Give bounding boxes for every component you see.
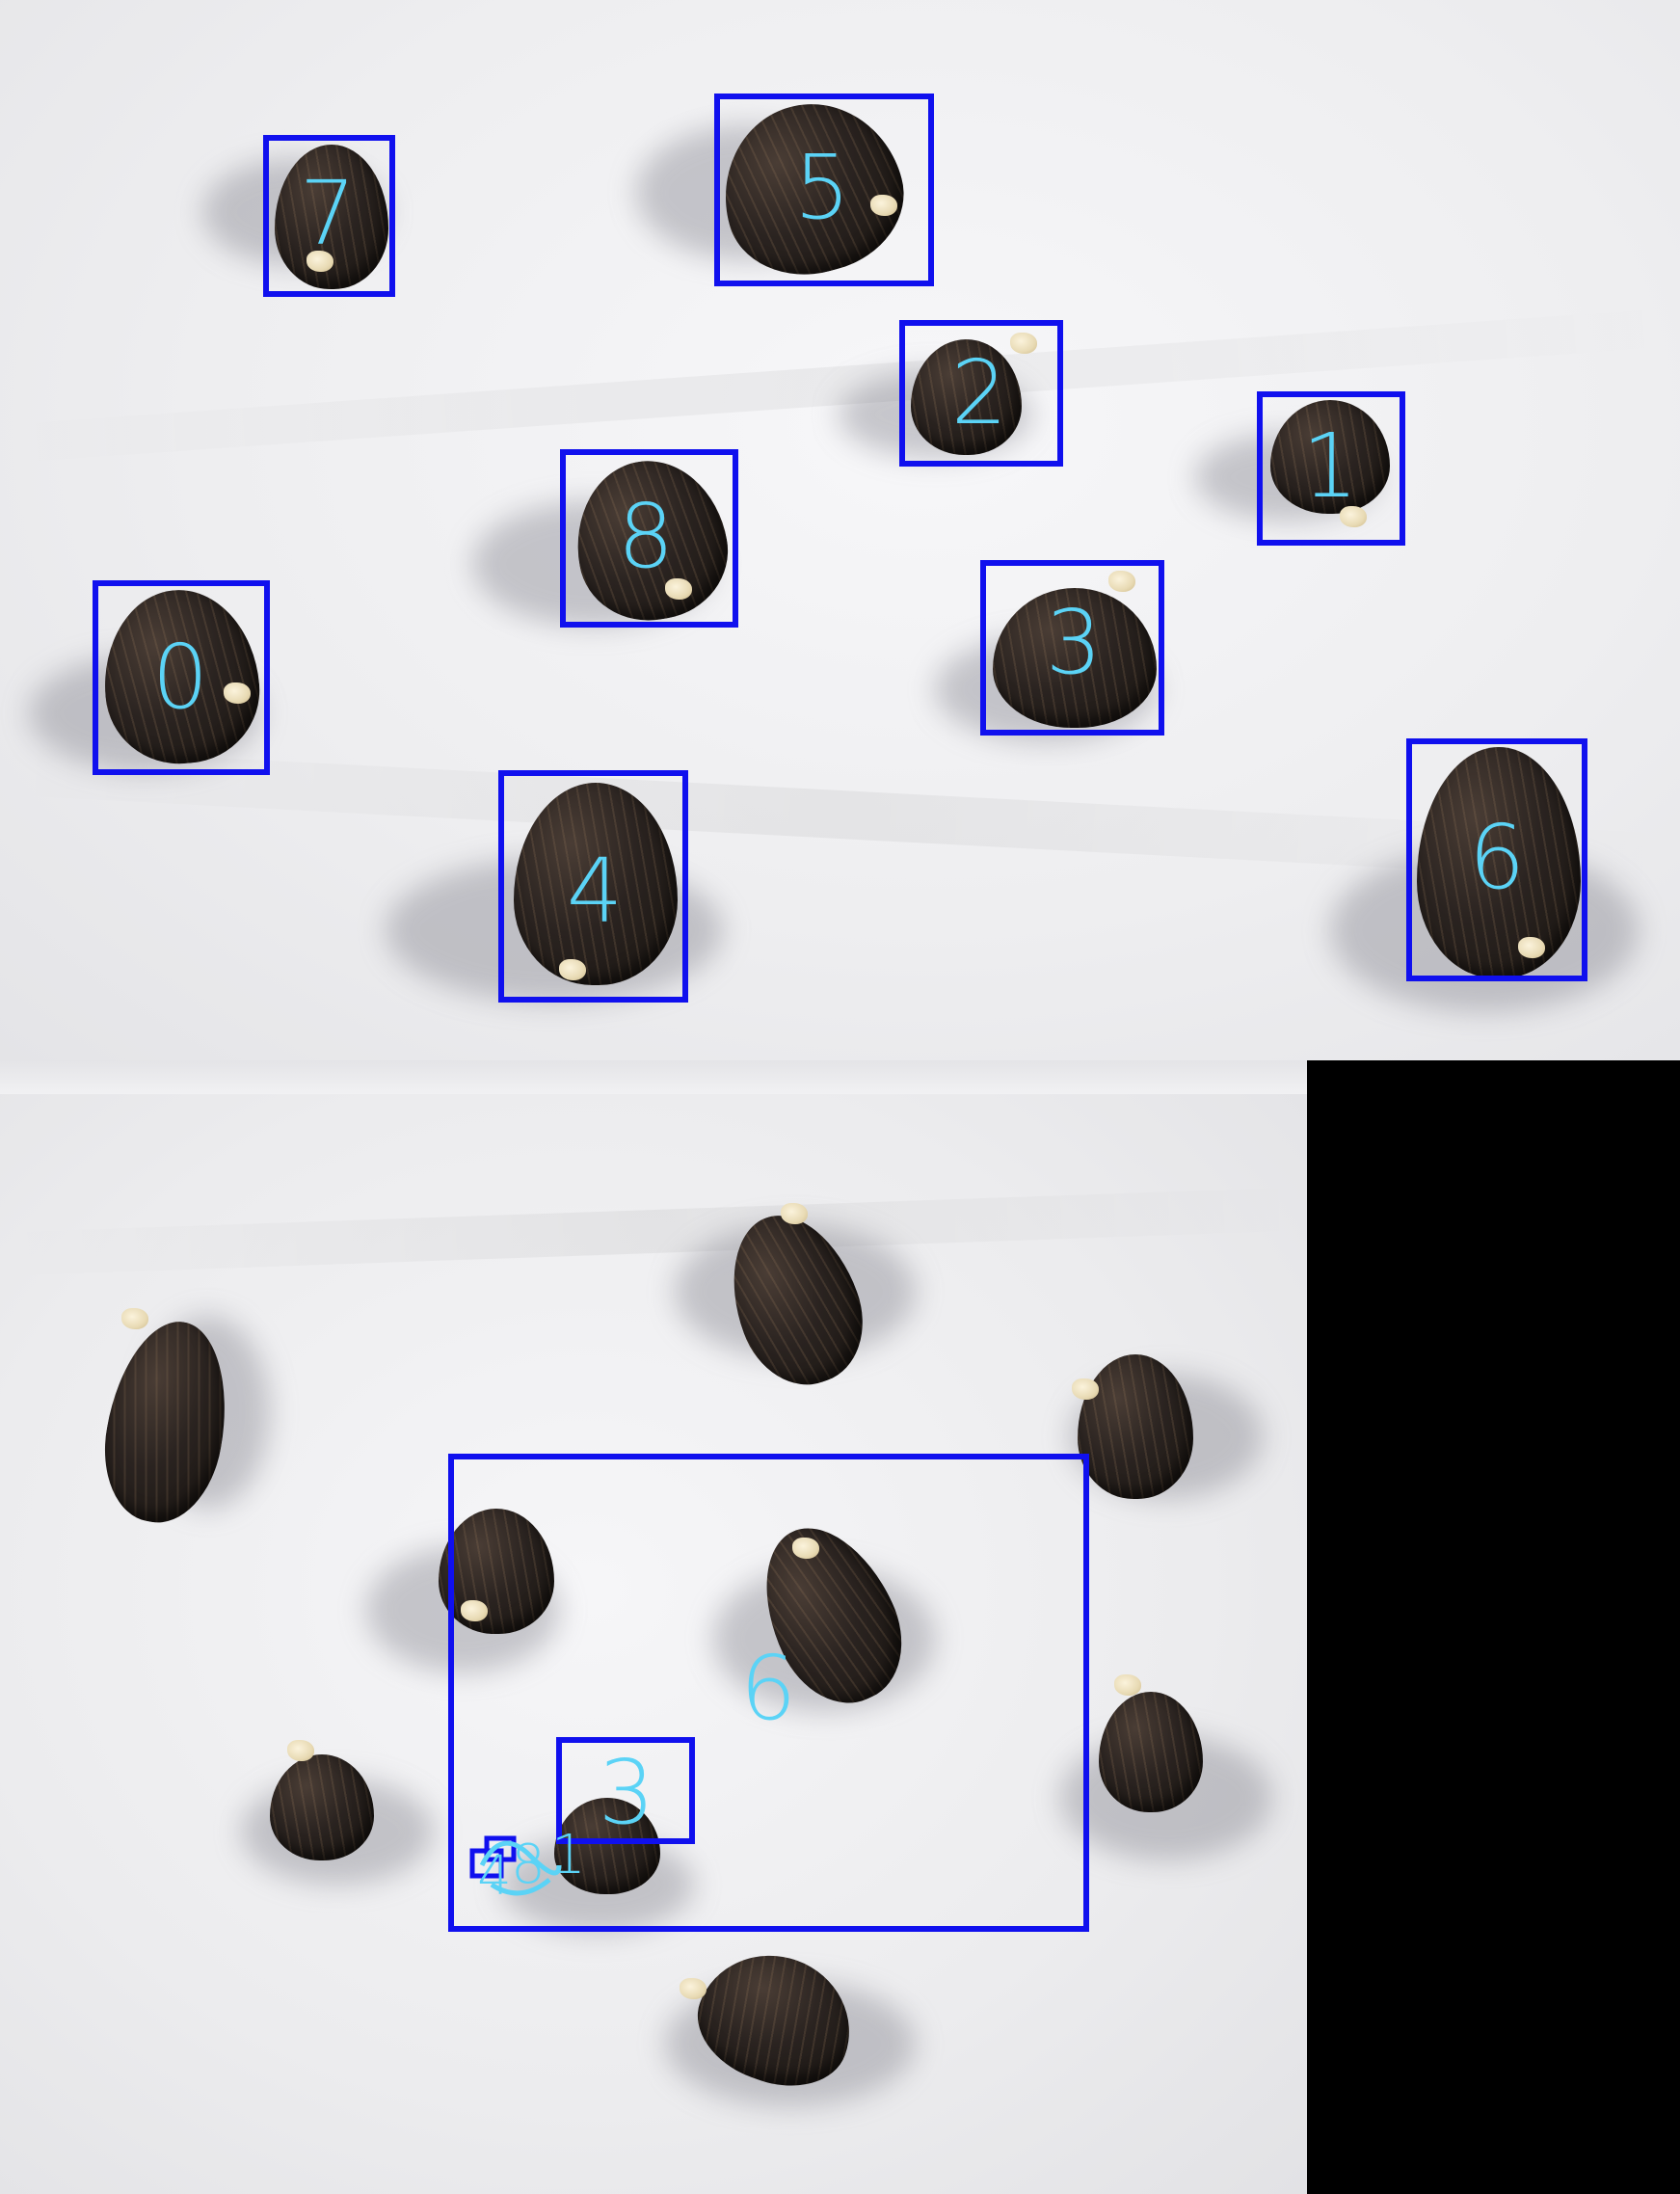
box-label-8: 8 xyxy=(617,485,675,588)
sprout xyxy=(287,1740,314,1761)
bounding-box-1 xyxy=(1257,391,1405,546)
sprout xyxy=(121,1308,148,1329)
sprout xyxy=(665,578,692,600)
sprout xyxy=(224,682,251,704)
cluster-label: 4 xyxy=(477,1845,512,1908)
box-label-6: 6 xyxy=(1468,806,1526,909)
bottom-image-panel: 6 3 4 8 1 xyxy=(0,1094,1307,2194)
seed xyxy=(270,1754,374,1860)
cloth-fold xyxy=(0,308,1680,464)
bounding-box-2 xyxy=(899,320,1063,467)
bounding-box-4 xyxy=(498,770,688,1003)
sprout xyxy=(1518,937,1545,958)
sprout xyxy=(680,1978,707,1999)
box-label-3: 3 xyxy=(598,1741,655,1844)
seed xyxy=(439,1509,554,1634)
sprout xyxy=(461,1600,488,1621)
box-label-1: 1 xyxy=(1301,415,1359,518)
sprout xyxy=(870,195,897,216)
bounding-box-0 xyxy=(93,580,270,775)
bounding-box-5 xyxy=(714,94,934,286)
top-image-panel: 7 5 2 1 8 3 0 4 6 xyxy=(0,0,1680,1060)
sprout xyxy=(1114,1674,1141,1696)
sprout xyxy=(1010,333,1037,354)
bounding-box-6 xyxy=(1406,738,1587,981)
sprout xyxy=(559,959,586,980)
overlapping-box-cluster xyxy=(469,1835,562,1896)
seed xyxy=(514,783,678,985)
box-label-4: 4 xyxy=(566,840,624,943)
seed xyxy=(993,588,1157,728)
box-label-5: 5 xyxy=(793,136,851,239)
seed xyxy=(1417,747,1581,978)
box-label-7: 7 xyxy=(299,162,357,265)
black-fill-area xyxy=(1307,1094,1680,2194)
sprout xyxy=(1340,506,1367,527)
seed xyxy=(911,339,1022,455)
seed xyxy=(1270,400,1390,514)
bounding-box-3 xyxy=(980,560,1164,736)
seed xyxy=(1078,1354,1193,1499)
bounding-box-3 xyxy=(556,1737,695,1844)
box-label-6: 6 xyxy=(739,1637,797,1740)
seed xyxy=(554,1798,660,1894)
cluster-label: 1 xyxy=(551,1824,586,1886)
box-label-0: 0 xyxy=(151,626,209,729)
sprout xyxy=(781,1203,808,1224)
seed xyxy=(1099,1692,1203,1812)
bounding-box-7 xyxy=(263,135,395,297)
sprout xyxy=(792,1538,819,1559)
box-label-3: 3 xyxy=(1045,591,1103,694)
bounding-box-6 xyxy=(448,1454,1089,1932)
sprout xyxy=(307,251,333,272)
box-label-2: 2 xyxy=(950,341,1008,444)
cloth-fold xyxy=(0,1187,1307,1276)
cluster-label: 8 xyxy=(511,1833,546,1896)
sprout xyxy=(1108,571,1135,592)
sprout xyxy=(1072,1378,1099,1400)
panel-seam xyxy=(0,1060,1307,1094)
bounding-box-8 xyxy=(560,449,738,628)
